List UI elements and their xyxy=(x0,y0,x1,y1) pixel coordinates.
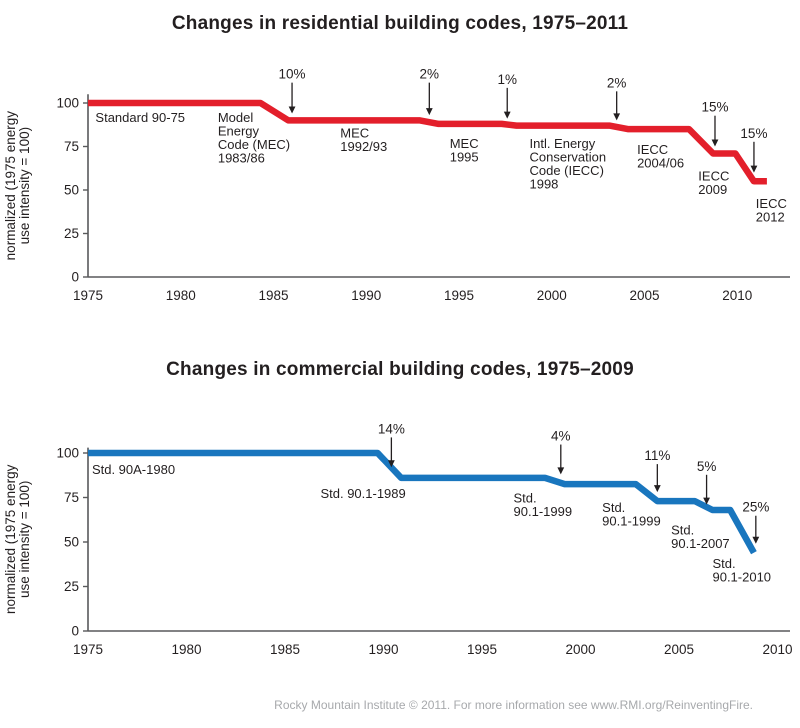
pct-change-label: 2% xyxy=(607,75,627,90)
residential-y-axis-label: normalized (1975 energyuse intensity = 1… xyxy=(3,111,32,261)
x-tick-label: 1980 xyxy=(171,642,201,657)
x-tick-label: 1975 xyxy=(73,642,103,657)
arrow-head-icon xyxy=(288,106,296,114)
residential-chart-plot: 0 25 50 75 100 1975 1980 1985 1990 1995 2000 2005 20… xyxy=(3,67,790,303)
x-tick-label: 1995 xyxy=(467,642,497,657)
arrow-head-icon xyxy=(711,139,719,147)
annotation-label: Std. 90.1-1989 xyxy=(320,486,405,501)
x-tick-label: 1985 xyxy=(270,642,300,657)
pct-change-arrow: 25% xyxy=(742,500,769,544)
pct-change-arrow: 5% xyxy=(697,459,717,505)
arrow-head-icon xyxy=(703,497,710,505)
y-tick-label: 25 xyxy=(64,226,79,241)
annotation-label: Std. 90.1-1999 xyxy=(602,500,661,529)
pct-change-arrow: 10% xyxy=(279,67,306,114)
x-tick-label: 2000 xyxy=(565,642,595,657)
commercial-chart-plot: 0 25 50 75 100 1975 1980 1985 1990 1995 2000 2005 20… xyxy=(3,421,793,657)
pct-change-arrow: 4% xyxy=(551,429,571,475)
pct-change-label: 10% xyxy=(279,67,306,82)
y-tick-label: 100 xyxy=(56,446,79,461)
pct-change-label: 1% xyxy=(497,72,517,87)
annotation-label: IECC 2009 xyxy=(698,168,729,197)
arrow-head-icon xyxy=(613,113,621,121)
arrow-head-icon xyxy=(425,108,433,116)
pct-change-arrow: 15% xyxy=(701,100,729,147)
pct-change-label: 15% xyxy=(740,126,767,141)
x-tick-label: 1985 xyxy=(258,288,288,303)
commercial-series-line xyxy=(88,449,757,555)
pct-change-arrow: 2% xyxy=(607,75,627,121)
pct-change-label: 15% xyxy=(701,100,728,115)
y-tick-label: 25 xyxy=(64,579,79,594)
pct-change-arrow: 1% xyxy=(497,72,517,119)
pct-change-arrow: 2% xyxy=(420,67,440,116)
annotation-label: Model Energy Code (MEC) 1983/86 xyxy=(218,110,290,165)
annotation-label: Std. 90A-1980 xyxy=(92,462,175,477)
annotation-label: IECC 2004/06 xyxy=(637,142,684,171)
annotation-label: Intl. Energy Conservation Code (IECC) 1998 xyxy=(529,136,606,192)
y-tick-label: 50 xyxy=(64,535,79,550)
arrow-head-icon xyxy=(557,467,565,475)
annotation-label: Std. 90.1-2007 xyxy=(671,522,730,551)
annotation-label: Std. 90.1-1999 xyxy=(514,490,573,519)
commercial-y-axis-label: normalized (1975 energyuse intensity = 1… xyxy=(3,464,32,614)
arrow-head-icon xyxy=(653,485,661,493)
annotation-label: MEC 1995 xyxy=(450,136,479,165)
y-tick-label: 0 xyxy=(71,624,79,639)
residential-chart-title: Changes in residential building codes, 1… xyxy=(171,13,629,34)
pct-change-label: 5% xyxy=(697,459,717,474)
y-tick-label: 75 xyxy=(64,139,79,154)
x-tick-label: 1980 xyxy=(166,288,196,303)
pct-change-arrow: 15% xyxy=(740,126,767,173)
annotation-label: IECC 2012 xyxy=(756,196,787,225)
pct-change-label: 14% xyxy=(378,421,405,436)
pct-change-label: 11% xyxy=(644,448,670,463)
x-tick-label: 2005 xyxy=(629,288,659,303)
arrow-head-icon xyxy=(387,460,395,468)
x-tick-label: 2010 xyxy=(762,642,792,657)
pct-change-label: 25% xyxy=(742,500,769,515)
footer-credit: Rocky Mountain Institute © 2011. For mor… xyxy=(274,698,753,712)
arrow-head-icon xyxy=(503,111,511,119)
x-tick-label: 2010 xyxy=(722,288,752,303)
arrow-head-icon xyxy=(752,536,760,544)
arrow-head-icon xyxy=(750,165,758,173)
residential-series-line xyxy=(88,99,767,185)
y-tick-label: 0 xyxy=(71,270,79,285)
x-tick-label: 1990 xyxy=(368,642,398,657)
y-tick-label: 50 xyxy=(64,183,79,198)
x-tick-label: 1975 xyxy=(73,288,103,303)
y-tick-label: 100 xyxy=(56,96,79,111)
annotation-label: Std. 90.1-2010 xyxy=(712,556,771,585)
annotation-label: MEC 1992/93 xyxy=(340,126,387,155)
pct-change-label: 2% xyxy=(420,67,440,82)
annotation-label: Standard 90-75 xyxy=(95,110,185,125)
y-tick-label: 75 xyxy=(64,490,79,505)
x-tick-label: 2005 xyxy=(664,642,694,657)
pct-change-arrow: 14% xyxy=(378,421,405,468)
pct-change-label: 4% xyxy=(551,429,571,444)
x-tick-label: 1995 xyxy=(444,288,474,303)
pct-change-arrow: 11% xyxy=(644,448,670,493)
x-tick-label: 1990 xyxy=(351,288,381,303)
x-tick-label: 2000 xyxy=(537,288,567,303)
commercial-chart-title: Changes in commercial building codes, 19… xyxy=(166,359,634,380)
